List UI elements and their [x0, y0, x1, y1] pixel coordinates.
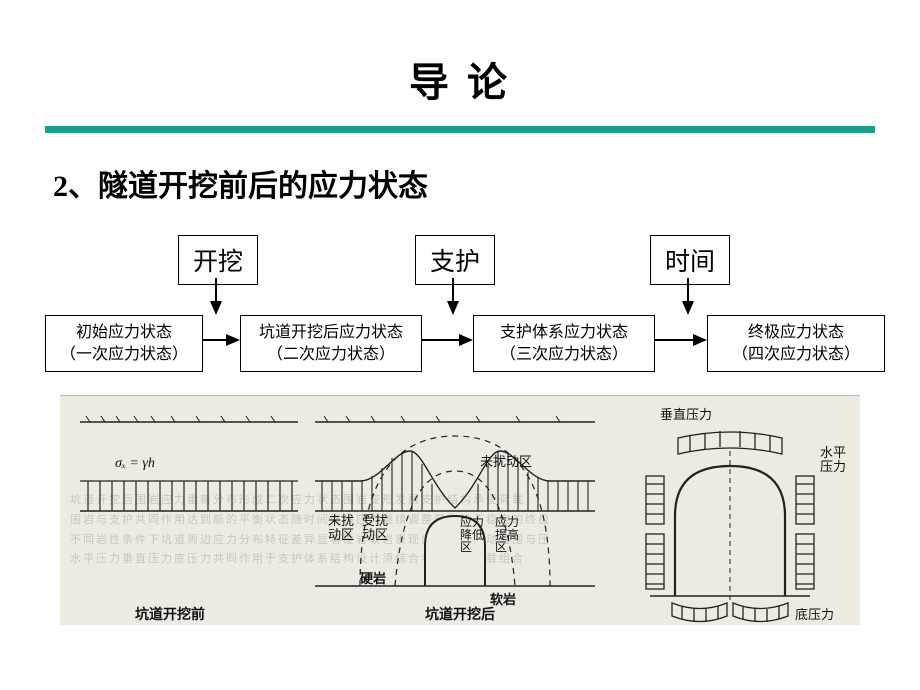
sigma-label: σₓ = γh [115, 456, 155, 472]
hard-rock-label: 硬岩 [360, 568, 386, 587]
flow-arrows [45, 235, 885, 375]
diagram-svg [60, 396, 860, 626]
page-title: 导 论 [45, 50, 875, 108]
divider [45, 126, 875, 133]
flowchart: 开挖 支护 时间 初始应力状态 （一次应力状态） 坑道开挖后应力状态 （二次应力… [45, 235, 885, 375]
undisturbed1: 未扰动区 [328, 514, 354, 543]
undisturbed-zone-label: 未扰动区 [480, 451, 532, 470]
stress-diagram: 坑道开挖后围岩应力重新分布形成二次应力状态围岩变形发展支护结构承受荷载 围岩与支… [60, 395, 860, 625]
stress-low-label: 应力降低区 [460, 516, 484, 554]
bottom-p-label: 底压力 [795, 604, 834, 623]
before-label: 坑道开挖前 [135, 604, 205, 624]
section-heading: 2、隧道开挖前后的应力状态 [53, 161, 875, 205]
vertical-p-label: 垂直压力 [660, 404, 712, 423]
after-label: 坑道开挖后 [425, 604, 495, 624]
disturbed-label: 受扰动区 [362, 514, 388, 543]
horizontal-p-label: 水平压力 [820, 446, 846, 475]
stress-high-label: 应力提高区 [495, 516, 519, 554]
